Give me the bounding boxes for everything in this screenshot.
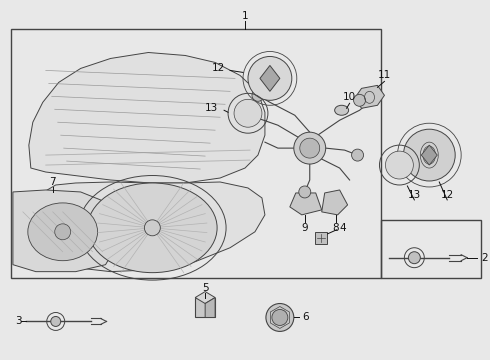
Circle shape bbox=[272, 310, 288, 325]
Text: 12: 12 bbox=[212, 63, 225, 73]
Polygon shape bbox=[421, 145, 437, 165]
Circle shape bbox=[299, 186, 311, 198]
Polygon shape bbox=[29, 53, 265, 183]
Polygon shape bbox=[195, 292, 215, 303]
Text: 8: 8 bbox=[332, 223, 339, 233]
Text: 4: 4 bbox=[340, 223, 346, 233]
Text: 13: 13 bbox=[205, 103, 218, 113]
Circle shape bbox=[248, 57, 292, 100]
Polygon shape bbox=[260, 66, 280, 91]
Text: 9: 9 bbox=[301, 223, 308, 233]
Text: 11: 11 bbox=[378, 71, 391, 80]
Circle shape bbox=[51, 316, 61, 327]
Ellipse shape bbox=[28, 203, 98, 261]
Bar bbox=[315, 232, 327, 244]
Polygon shape bbox=[355, 85, 385, 108]
Polygon shape bbox=[205, 298, 215, 318]
Circle shape bbox=[408, 252, 420, 264]
Circle shape bbox=[145, 220, 160, 236]
Text: 2: 2 bbox=[481, 253, 488, 263]
Circle shape bbox=[252, 89, 264, 101]
Polygon shape bbox=[13, 190, 116, 272]
Ellipse shape bbox=[88, 183, 217, 273]
Text: 10: 10 bbox=[343, 92, 356, 102]
Circle shape bbox=[352, 149, 364, 161]
Circle shape bbox=[300, 138, 319, 158]
Text: 7: 7 bbox=[49, 177, 56, 187]
Circle shape bbox=[294, 132, 326, 164]
Bar bbox=[195, 298, 215, 318]
Bar bbox=[11, 28, 382, 278]
Text: 5: 5 bbox=[202, 283, 208, 293]
Circle shape bbox=[266, 303, 294, 332]
Circle shape bbox=[234, 99, 262, 127]
Polygon shape bbox=[322, 190, 347, 215]
Ellipse shape bbox=[335, 105, 348, 115]
Text: 13: 13 bbox=[408, 190, 421, 200]
Text: 1: 1 bbox=[242, 11, 248, 21]
Circle shape bbox=[55, 224, 71, 240]
Polygon shape bbox=[290, 193, 322, 215]
Bar bbox=[382, 220, 481, 278]
Polygon shape bbox=[33, 182, 265, 272]
Circle shape bbox=[386, 151, 414, 179]
Circle shape bbox=[354, 94, 366, 106]
Text: 3: 3 bbox=[15, 316, 22, 327]
Text: 12: 12 bbox=[441, 190, 454, 200]
Text: 6: 6 bbox=[302, 312, 308, 323]
Circle shape bbox=[403, 129, 455, 181]
